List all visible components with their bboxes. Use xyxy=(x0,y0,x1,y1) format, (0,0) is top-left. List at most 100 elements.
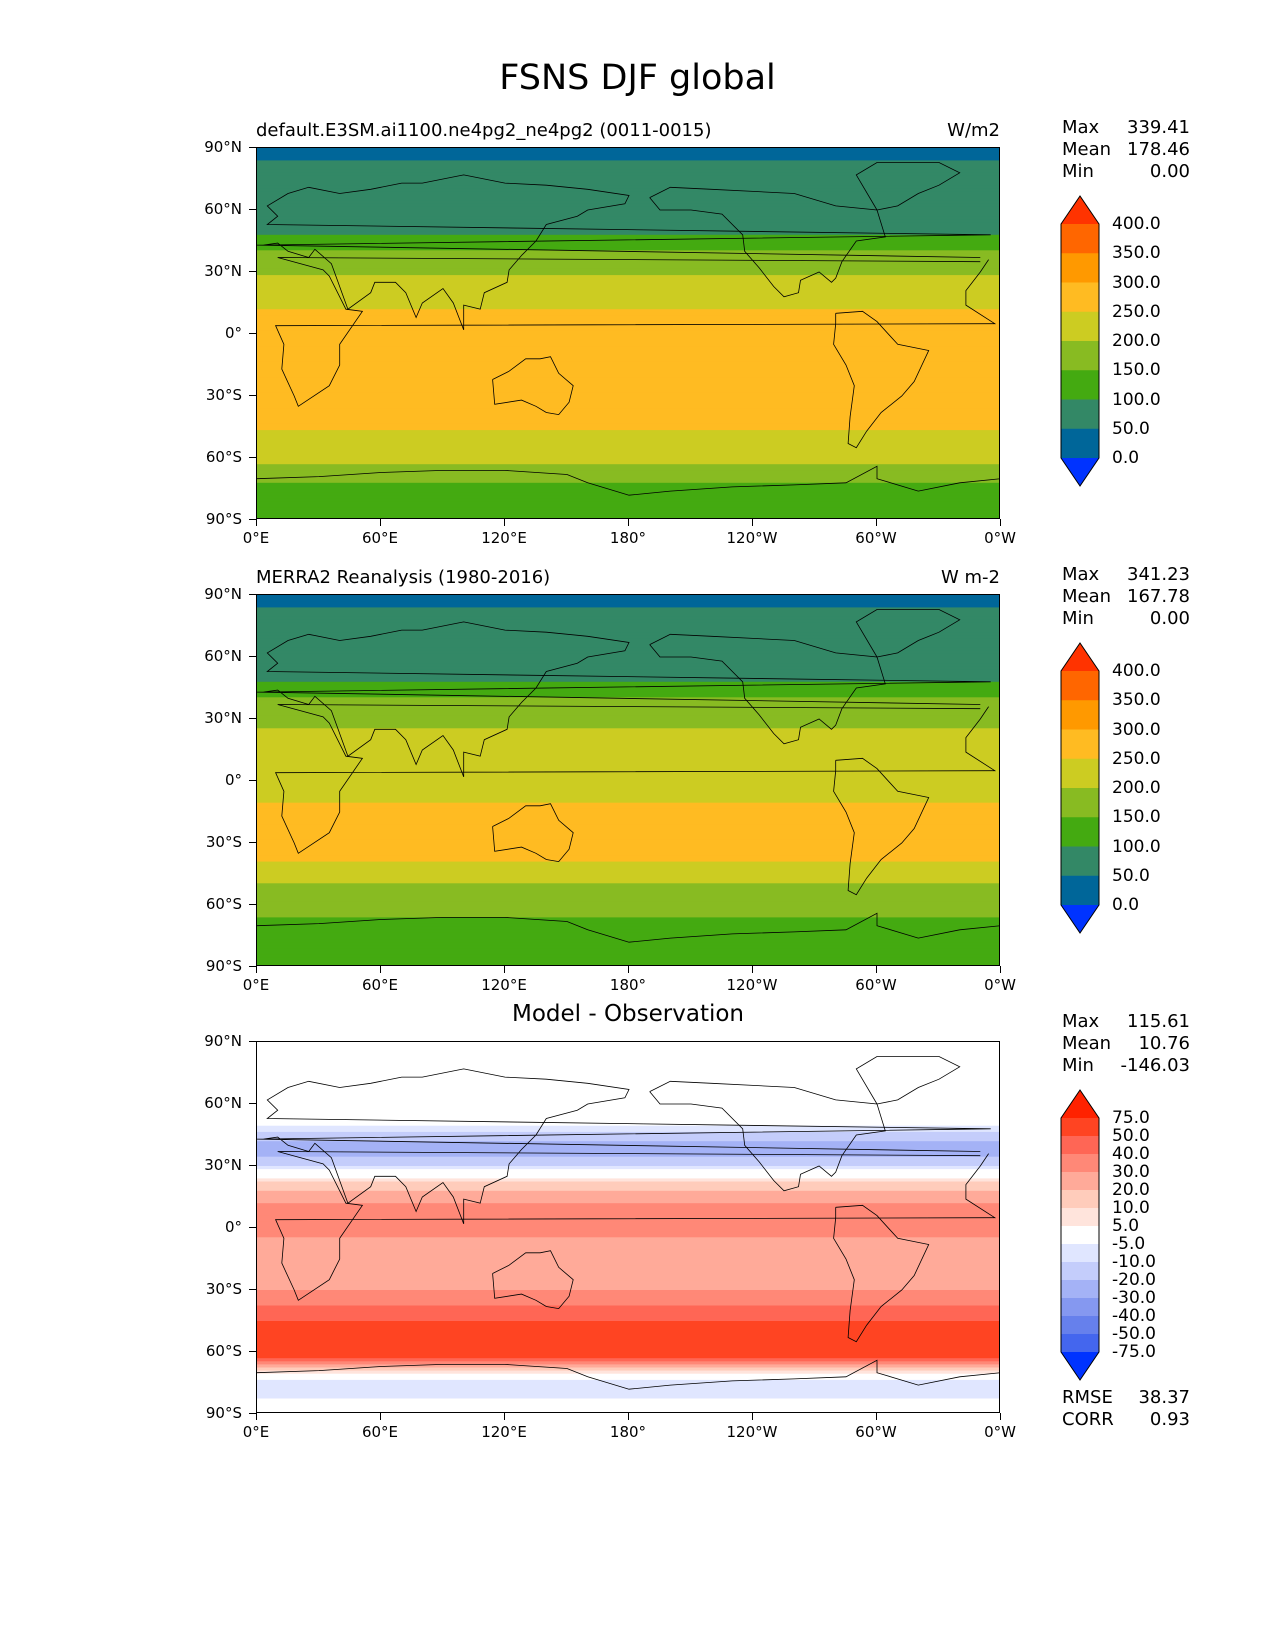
panel-stats: Max 341.23 Mean 167.78 Min 0.00 xyxy=(1062,564,1190,630)
x-tick-label: 180° xyxy=(609,1423,647,1441)
field-colorbar-label: 400.0 xyxy=(1112,214,1161,234)
map-panel xyxy=(256,1041,1000,1413)
x-tick-label: 0°E xyxy=(242,1423,270,1441)
diff-colorbar-label: -20.0 xyxy=(1112,1270,1156,1290)
x-tick-label: 60°E xyxy=(361,1423,399,1441)
stat-row: Mean 10.76 xyxy=(1062,1033,1190,1055)
diff-colorbar-label: 10.0 xyxy=(1112,1198,1150,1218)
y-tick xyxy=(249,519,256,520)
field-colorbar xyxy=(1060,642,1100,934)
y-tick-label: 90°N xyxy=(204,585,242,603)
diff-colorbar-label: 50.0 xyxy=(1112,1126,1150,1146)
y-tick-label: 60°S xyxy=(205,448,242,466)
y-tick-label: 30°N xyxy=(204,1156,242,1174)
x-tick xyxy=(380,1413,381,1420)
stat-label: Max xyxy=(1062,117,1100,138)
stat-value: 178.46 xyxy=(1127,139,1190,160)
y-tick-label: 90°S xyxy=(205,1404,242,1422)
panel-title: Model - Observation xyxy=(511,1001,745,1027)
field-colorbar-label: 350.0 xyxy=(1112,243,1161,264)
x-tick xyxy=(256,1413,257,1420)
diff-colorbar-label: -40.0 xyxy=(1112,1306,1156,1326)
x-tick xyxy=(752,519,753,526)
x-tick-label: 0°W xyxy=(984,1423,1016,1441)
stat-value: -146.03 xyxy=(1120,1055,1190,1076)
stat-label: Mean xyxy=(1062,1033,1112,1054)
stat-value: 0.00 xyxy=(1149,608,1190,629)
map-panel xyxy=(256,147,1000,519)
field-colorbar-label: 250.0 xyxy=(1112,748,1161,769)
y-tick xyxy=(249,1227,256,1228)
diff-colorbar-label: -5.0 xyxy=(1112,1234,1146,1254)
x-tick-label: 120°E xyxy=(481,529,527,547)
y-tick xyxy=(249,966,256,967)
stat-label: CORR xyxy=(1062,1409,1114,1430)
y-tick-label: 90°N xyxy=(204,1032,242,1050)
panel-units: W/m2 xyxy=(947,120,1000,141)
x-tick xyxy=(256,966,257,973)
y-tick xyxy=(249,780,256,781)
field-colorbar-label: 0.0 xyxy=(1112,895,1140,915)
x-tick xyxy=(504,519,505,526)
y-tick xyxy=(249,1289,256,1290)
y-tick xyxy=(249,209,256,210)
x-tick xyxy=(1000,1413,1001,1420)
y-tick-label: 60°S xyxy=(205,895,242,913)
x-tick xyxy=(628,519,629,526)
x-tick xyxy=(380,966,381,973)
field-colorbar-label: 100.0 xyxy=(1112,389,1161,410)
field-colorbar-label: 350.0 xyxy=(1112,690,1161,711)
diff-colorbar-label: -10.0 xyxy=(1112,1252,1156,1272)
x-tick xyxy=(752,966,753,973)
y-tick-label: 60°N xyxy=(204,200,242,218)
x-tick xyxy=(628,966,629,973)
stat-row: Min 0.00 xyxy=(1062,608,1190,630)
y-tick xyxy=(249,271,256,272)
x-tick-label: 180° xyxy=(609,529,647,547)
stat-label: RMSE xyxy=(1062,1387,1113,1408)
x-tick xyxy=(876,1413,877,1420)
y-tick-label: 30°N xyxy=(204,709,242,727)
x-tick-label: 60°E xyxy=(361,529,399,547)
stat-value: 0.00 xyxy=(1149,161,1190,182)
y-tick xyxy=(249,656,256,657)
panel-title: default.E3SM.ai1100.ne4pg2_ne4pg2 (0011-… xyxy=(256,120,712,141)
x-tick-label: 60°E xyxy=(361,976,399,994)
field-colorbar-label: 100.0 xyxy=(1112,836,1161,857)
stat-value: 10.76 xyxy=(1138,1033,1190,1054)
y-tick xyxy=(249,1165,256,1166)
y-tick-label: 0° xyxy=(224,1218,242,1236)
diff-colorbar-label: 20.0 xyxy=(1112,1180,1150,1200)
diff-colorbar-label: 30.0 xyxy=(1112,1162,1150,1182)
x-tick xyxy=(380,519,381,526)
stat-value: 339.41 xyxy=(1127,117,1190,138)
stat-row: Max 339.41 xyxy=(1062,117,1190,139)
y-tick xyxy=(249,147,256,148)
y-tick-label: 90°S xyxy=(205,510,242,528)
y-tick-label: 30°S xyxy=(205,386,242,404)
stat-row: CORR 0.93 xyxy=(1062,1409,1190,1431)
y-tick-label: 0° xyxy=(224,324,242,342)
stat-row: Min 0.00 xyxy=(1062,161,1190,183)
stat-label: Mean xyxy=(1062,586,1112,607)
y-tick-label: 90°N xyxy=(204,138,242,156)
x-tick-label: 120°W xyxy=(726,529,778,547)
diff-colorbar-label: 5.0 xyxy=(1112,1216,1140,1236)
y-tick xyxy=(249,1351,256,1352)
y-tick-label: 30°S xyxy=(205,1280,242,1298)
y-tick-label: 30°S xyxy=(205,833,242,851)
y-tick xyxy=(249,457,256,458)
y-tick-label: 60°N xyxy=(204,1094,242,1112)
diff-colorbar xyxy=(1060,1089,1100,1381)
field-colorbar-label: 50.0 xyxy=(1112,418,1150,439)
y-tick xyxy=(249,594,256,595)
y-tick xyxy=(249,395,256,396)
x-tick xyxy=(876,519,877,526)
x-tick xyxy=(504,1413,505,1420)
stat-value: 167.78 xyxy=(1127,586,1190,607)
panel-title: MERRA2 Reanalysis (1980-2016) xyxy=(256,567,551,588)
figure-title: FSNS DJF global xyxy=(499,58,776,98)
stat-label: Min xyxy=(1062,161,1094,182)
field-colorbar-label: 300.0 xyxy=(1112,272,1161,293)
diff-colorbar-label: 40.0 xyxy=(1112,1144,1150,1164)
